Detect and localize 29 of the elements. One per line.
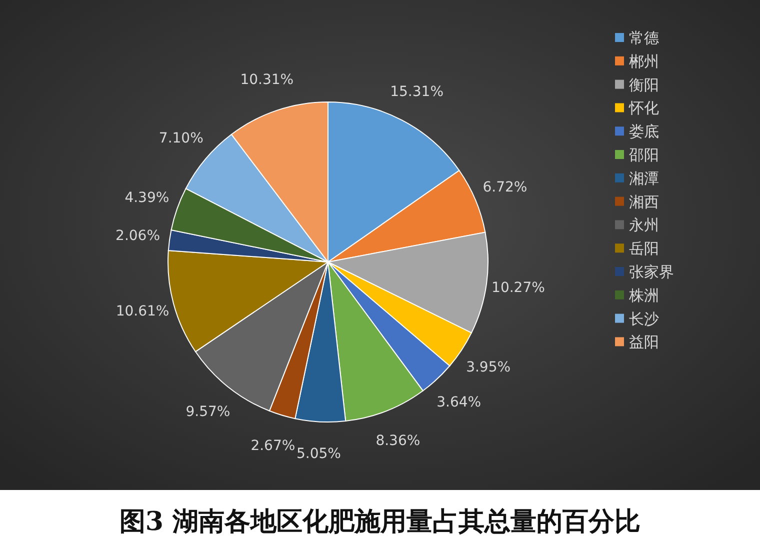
legend-label: 株洲 [628, 286, 659, 304]
legend-label: 娄底 [629, 122, 659, 141]
legend-label: 湘西 [629, 192, 659, 211]
data-label: 6.72% [482, 180, 528, 196]
legend-label: 岳阳 [629, 240, 659, 258]
legend-label: 永州 [629, 216, 659, 234]
data-label: 2.06% [116, 228, 160, 244]
data-label: 9.57% [186, 404, 230, 420]
data-label: 10.61% [116, 304, 170, 320]
data-label: 7.10% [158, 130, 204, 146]
legend-label: 邵阳 [629, 146, 659, 164]
data-label: 10.31% [240, 72, 294, 88]
data-label: 8.36% [376, 432, 420, 449]
legend-label: 长沙 [629, 310, 659, 328]
data-label: 3.95% [466, 360, 511, 376]
text: 图3 湖南各地区化肥施用量占其总量的百分比 [119, 507, 641, 537]
data-label: 10.27% [492, 280, 545, 296]
legend-label: 常德 [629, 29, 659, 47]
data-label: 4.39% [124, 190, 170, 206]
legend-label: 衡阳 [629, 76, 659, 94]
legend-label: 湘潭 [629, 169, 659, 188]
data-label: 5.05% [296, 446, 341, 462]
data-label: 15.31% [390, 84, 444, 100]
legend-label: 张家界 [629, 263, 674, 281]
legend-label: 怀化 [628, 99, 659, 118]
legend-label: 郴州 [629, 52, 659, 70]
legend-label: 益阳 [629, 333, 659, 352]
data-label: 3.64% [436, 394, 482, 411]
data-label: 2.67% [250, 438, 296, 454]
